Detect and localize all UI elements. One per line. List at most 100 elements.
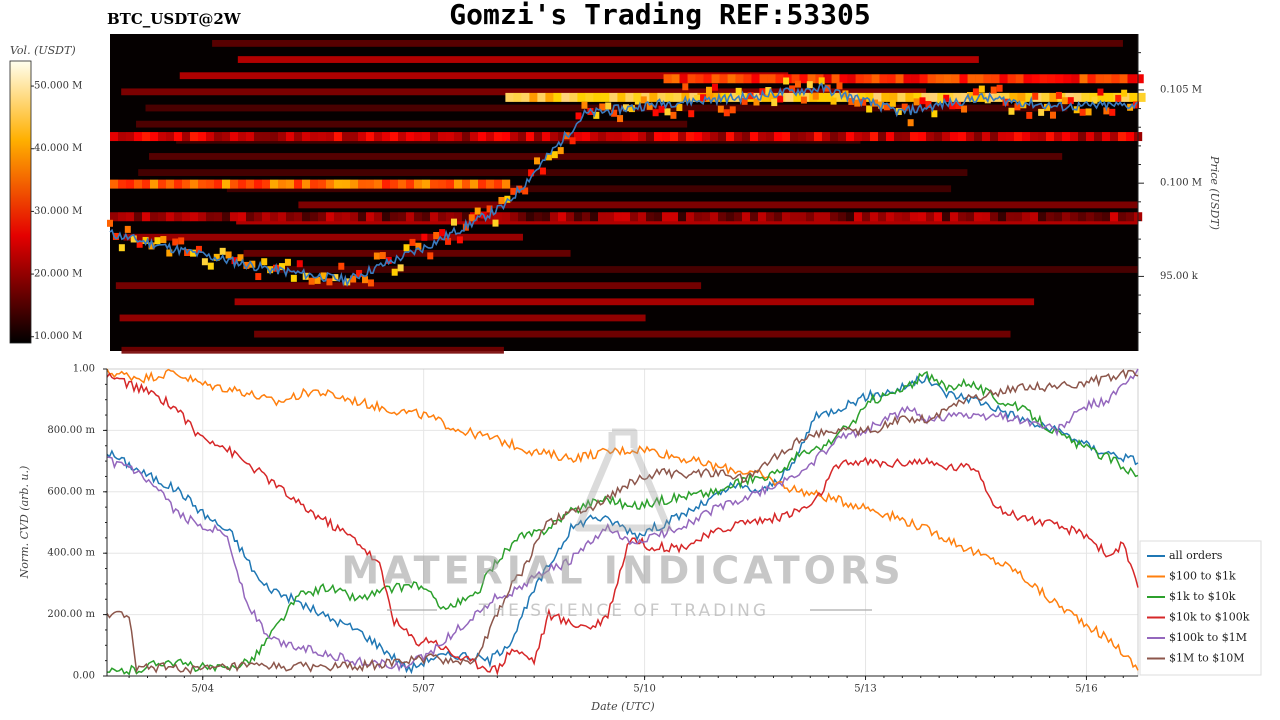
liquidity-cell: [505, 92, 514, 102]
liquidity-cell: [182, 179, 191, 189]
liquidity-cell: [510, 132, 519, 142]
liquidity-cell: [585, 92, 594, 102]
liquidity-band: [237, 56, 979, 63]
liquidity-cell: [158, 132, 167, 142]
liquidity-cell: [521, 92, 530, 102]
liquidity-cell: [350, 212, 359, 222]
liquidity-cell: [1030, 212, 1039, 222]
liquidity-cell: [398, 132, 407, 142]
liquidity-cell: [807, 74, 816, 84]
liquidity-cell: [174, 212, 183, 222]
liquidity-cell: [889, 92, 898, 102]
liquidity-cell: [726, 212, 735, 222]
liquidity-cell: [326, 179, 335, 189]
liquidity-cell: [719, 74, 728, 84]
price-cluster-cell: [878, 101, 884, 109]
liquidity-cell: [967, 74, 976, 84]
liquidity-cell: [969, 92, 978, 102]
price-cluster-cell: [154, 237, 161, 245]
price-cluster-cell: [528, 169, 535, 177]
price-cluster-cell: [1055, 91, 1062, 99]
liquidity-cell: [855, 74, 864, 84]
price-cluster-cell: [937, 96, 944, 104]
liquidity-cell: [310, 132, 319, 142]
liquidity-cell: [430, 212, 439, 222]
liquidity-cell: [606, 212, 615, 222]
liquidity-band: [254, 330, 1011, 338]
liquidity-cell: [814, 212, 823, 222]
price-tick-label: 95.00 k: [1160, 271, 1199, 282]
liquidity-cell: [734, 212, 743, 222]
price-cluster-cell: [539, 167, 546, 175]
price-cluster-cell: [136, 240, 143, 248]
price-cluster-cell: [682, 83, 689, 91]
liquidity-cell: [718, 212, 727, 222]
liquidity-cell: [910, 212, 919, 222]
liquidity-cell: [646, 212, 655, 222]
liquidity-cell: [950, 132, 959, 142]
price-cluster-cell: [456, 236, 463, 244]
liquidity-cell: [1063, 74, 1072, 84]
y-tick-label: 0.00: [73, 671, 95, 682]
liquidity-cell: [1006, 212, 1015, 222]
price-cluster-cell: [628, 105, 635, 113]
liquidity-cell: [1086, 212, 1095, 222]
series-line-0: [106, 373, 1139, 675]
liquidity-cell: [342, 132, 351, 142]
price-cluster-cell: [587, 108, 594, 116]
price-cluster-cell: [545, 153, 552, 161]
price-cluster-cell: [190, 249, 197, 257]
liquidity-cell: [617, 92, 626, 102]
price-cluster-cell: [658, 105, 665, 113]
liquidity-cell: [206, 132, 215, 142]
price-cluster-cell: [225, 251, 232, 259]
liquidity-cell: [406, 212, 415, 222]
liquidity-cell: [870, 132, 879, 142]
liquidity-cell: [246, 179, 255, 189]
price-cluster-cell: [219, 247, 226, 255]
liquidity-cell: [462, 132, 471, 142]
liquidity-cell: [894, 132, 903, 142]
price-cluster-cell: [231, 257, 238, 265]
price-cluster-cell: [800, 96, 807, 104]
liquidity-cell: [1031, 74, 1040, 84]
liquidity-cell: [374, 212, 383, 222]
liquidity-cell: [649, 92, 658, 102]
y-tick-label: 800.00 m: [47, 425, 95, 436]
liquidity-cell: [198, 212, 207, 222]
series-line-5: [106, 369, 1139, 675]
liquidity-cell: [174, 179, 183, 189]
liquidity-cell: [849, 92, 858, 102]
liquidity-cell: [838, 212, 847, 222]
liquidity-cell: [454, 212, 463, 222]
liquidity-cell: [761, 92, 770, 102]
price-tick-label: 0.100 M: [1160, 178, 1202, 189]
price-cluster-cell: [498, 196, 505, 204]
liquidity-cell: [839, 74, 848, 84]
liquidity-cell: [689, 92, 698, 102]
price-cluster-cell: [919, 97, 926, 105]
liquidity-cell: [326, 212, 335, 222]
liquidity-cell: [601, 92, 610, 102]
price-cluster-cell: [978, 85, 985, 93]
liquidity-cell: [622, 212, 631, 222]
price-cluster-cell: [925, 101, 932, 109]
price-cluster-cell: [640, 96, 647, 104]
liquidity-cell: [569, 92, 578, 102]
liquidity-cell: [230, 179, 239, 189]
liquidity-cell: [182, 212, 191, 222]
liquidity-cell: [983, 74, 992, 84]
liquidity-cell: [422, 179, 431, 189]
liquidity-cell: [590, 212, 599, 222]
liquidity-cell: [905, 92, 914, 102]
price-cluster-cell: [818, 77, 825, 85]
liquidity-cell: [550, 212, 559, 222]
price-cluster-cell: [664, 108, 671, 116]
liquidity-cell: [110, 132, 119, 142]
liquidity-cell: [911, 74, 920, 84]
order-book-heatmap: 95.00 k 0.100 M 0.105 M Price (USDT): [107, 34, 1221, 354]
liquidity-cell: [438, 212, 447, 222]
liquidity-cell: [990, 212, 999, 222]
liquidity-cell: [918, 132, 927, 142]
